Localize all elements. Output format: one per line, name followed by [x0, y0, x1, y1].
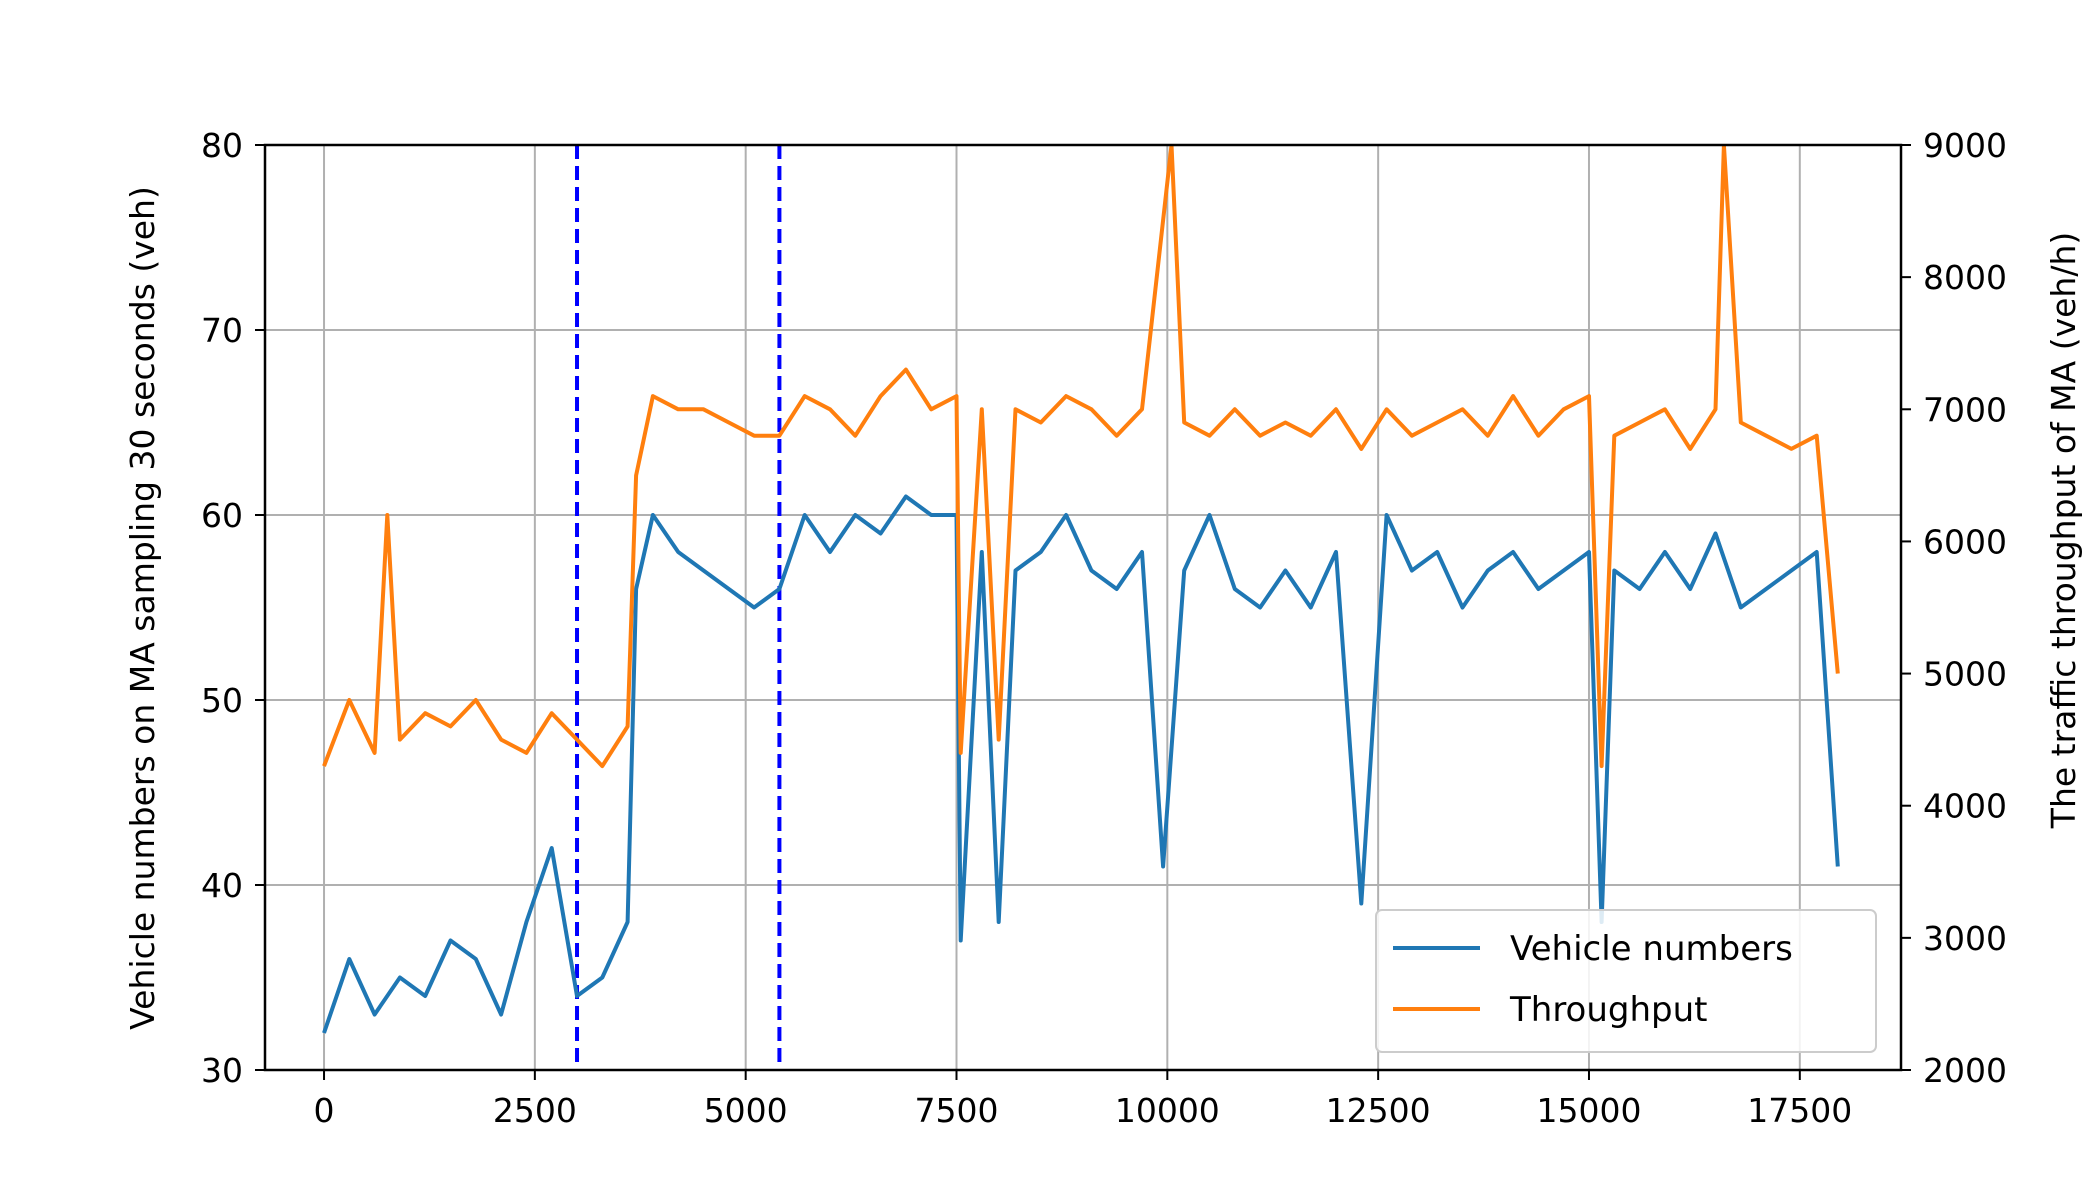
y-tick-label: 40 — [201, 866, 243, 905]
x-tick-label: 10000 — [1115, 1091, 1220, 1130]
y-tick-label: 80 — [201, 126, 243, 165]
x-tick-label: 7500 — [915, 1091, 999, 1130]
y-right-tick-label: 3000 — [1923, 919, 2007, 958]
y-right-tick-label: 8000 — [1923, 258, 2007, 297]
x-tick-label: 17500 — [1747, 1091, 1852, 1130]
legend-label-vehicle-numbers: Vehicle numbers — [1510, 929, 1793, 969]
series-line-vehicle-numbers — [322, 494, 1840, 1034]
legend-box — [1375, 909, 1877, 1053]
y-tick-label: 50 — [201, 681, 243, 720]
y-axis-right-label: The traffic throughput of MA (veh/h) — [2044, 232, 2083, 829]
y-axis-label: Vehicle numbers on MA sampling 30 second… — [123, 186, 162, 1030]
reference-lines — [575, 145, 782, 1070]
x-tick-label: 2500 — [493, 1091, 577, 1130]
y-right-tick-label: 5000 — [1923, 655, 2007, 694]
x-tick-label: 12500 — [1326, 1091, 1431, 1130]
y-right-tick-label: 9000 — [1923, 126, 2007, 165]
series-layer — [322, 145, 1840, 1034]
y-tick-label: 30 — [201, 1051, 243, 1090]
y-right-tick-label: 7000 — [1923, 390, 2007, 429]
x-tick-label: 0 — [314, 1091, 335, 1130]
legend: Vehicle numbers Throughput — [1375, 909, 1877, 1053]
y-right-tick-label: 4000 — [1923, 787, 2007, 826]
series-line-throughput — [322, 145, 1840, 769]
plot-frame — [263, 143, 1903, 1072]
ticks: 0 2500 5000 7500 10000 12500 15000 17500 30 40 50 6… — [201, 126, 2007, 1130]
y-right-tick-label: 2000 — [1923, 1051, 2007, 1090]
x-tick-label: 5000 — [704, 1091, 788, 1130]
y-tick-label: 60 — [201, 496, 243, 535]
y-tick-label: 70 — [201, 311, 243, 350]
y-right-tick-label: 6000 — [1923, 522, 2007, 561]
legend-label-throughput: Throughput — [1509, 990, 1708, 1030]
x-tick-label: 15000 — [1536, 1091, 1641, 1130]
